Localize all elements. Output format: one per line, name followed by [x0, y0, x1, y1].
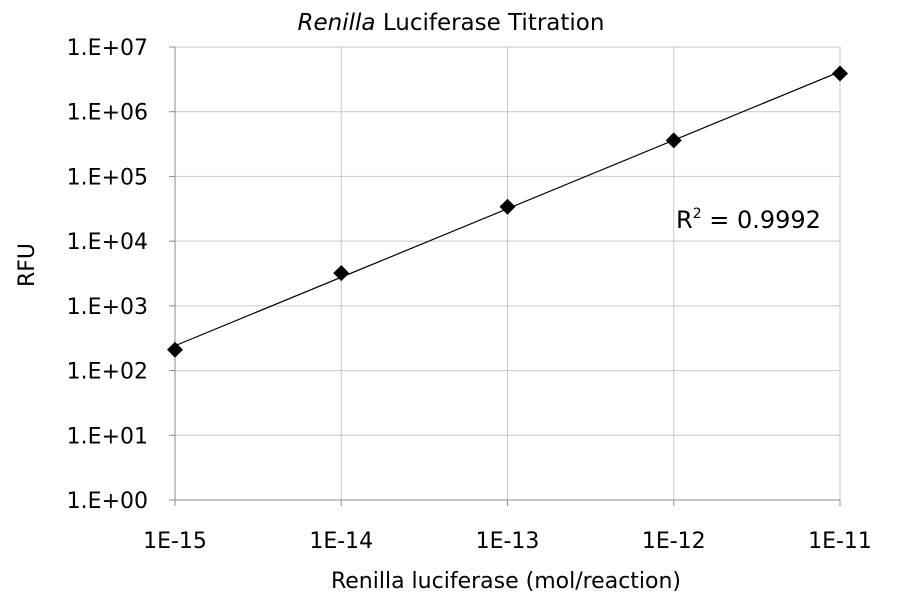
data-point [333, 265, 350, 282]
y-tick-label: 1.E+07 [67, 36, 148, 61]
y-tick-label: 1.E+06 [67, 101, 148, 126]
x-axis-title: Renilla luciferase (mol/reaction) [331, 569, 681, 594]
y-tick-label: 1.E+01 [67, 424, 148, 449]
y-axis-title: RFU [15, 243, 40, 287]
x-tick-label: 1E-12 [642, 529, 706, 554]
data-point [665, 132, 682, 149]
y-tick-label: 1.E+05 [67, 165, 148, 190]
grid [175, 46, 841, 501]
y-tick-labels: 1.E+00 1.E+01 1.E+02 1.E+03 1.E+04 1.E+05 1.E+… [67, 36, 148, 514]
r2-sup: 2 [693, 206, 702, 222]
chart-title: Renilla Luciferase Titration [0, 10, 902, 36]
data-point [167, 341, 183, 358]
y-tick-label: 1.E+02 [67, 360, 148, 385]
axes [169, 46, 841, 506]
r2-rest: = 0.9992 [702, 206, 821, 234]
chart-title-italic: Renilla [297, 10, 376, 36]
x-tick-label: 1E-15 [143, 529, 207, 554]
r2-base: R [676, 206, 693, 234]
y-tick-label: 1.E+04 [67, 230, 148, 255]
x-tick-label: 1E-13 [476, 529, 540, 554]
chart-title-rest: Luciferase Titration [375, 10, 605, 36]
x-tick-label: 1E-14 [309, 529, 373, 554]
data-point [832, 65, 848, 82]
data-point [499, 198, 516, 215]
x-tick-label: 1E-11 [808, 529, 872, 554]
y-tick-label: 1.E+00 [67, 489, 148, 514]
y-tick-label: 1.E+03 [67, 295, 148, 320]
x-tick-labels: 1E-15 1E-14 1E-13 1E-12 1E-11 [143, 529, 872, 554]
data-points [167, 65, 848, 358]
r-squared-annotation: R2 = 0.9992 [676, 206, 821, 234]
